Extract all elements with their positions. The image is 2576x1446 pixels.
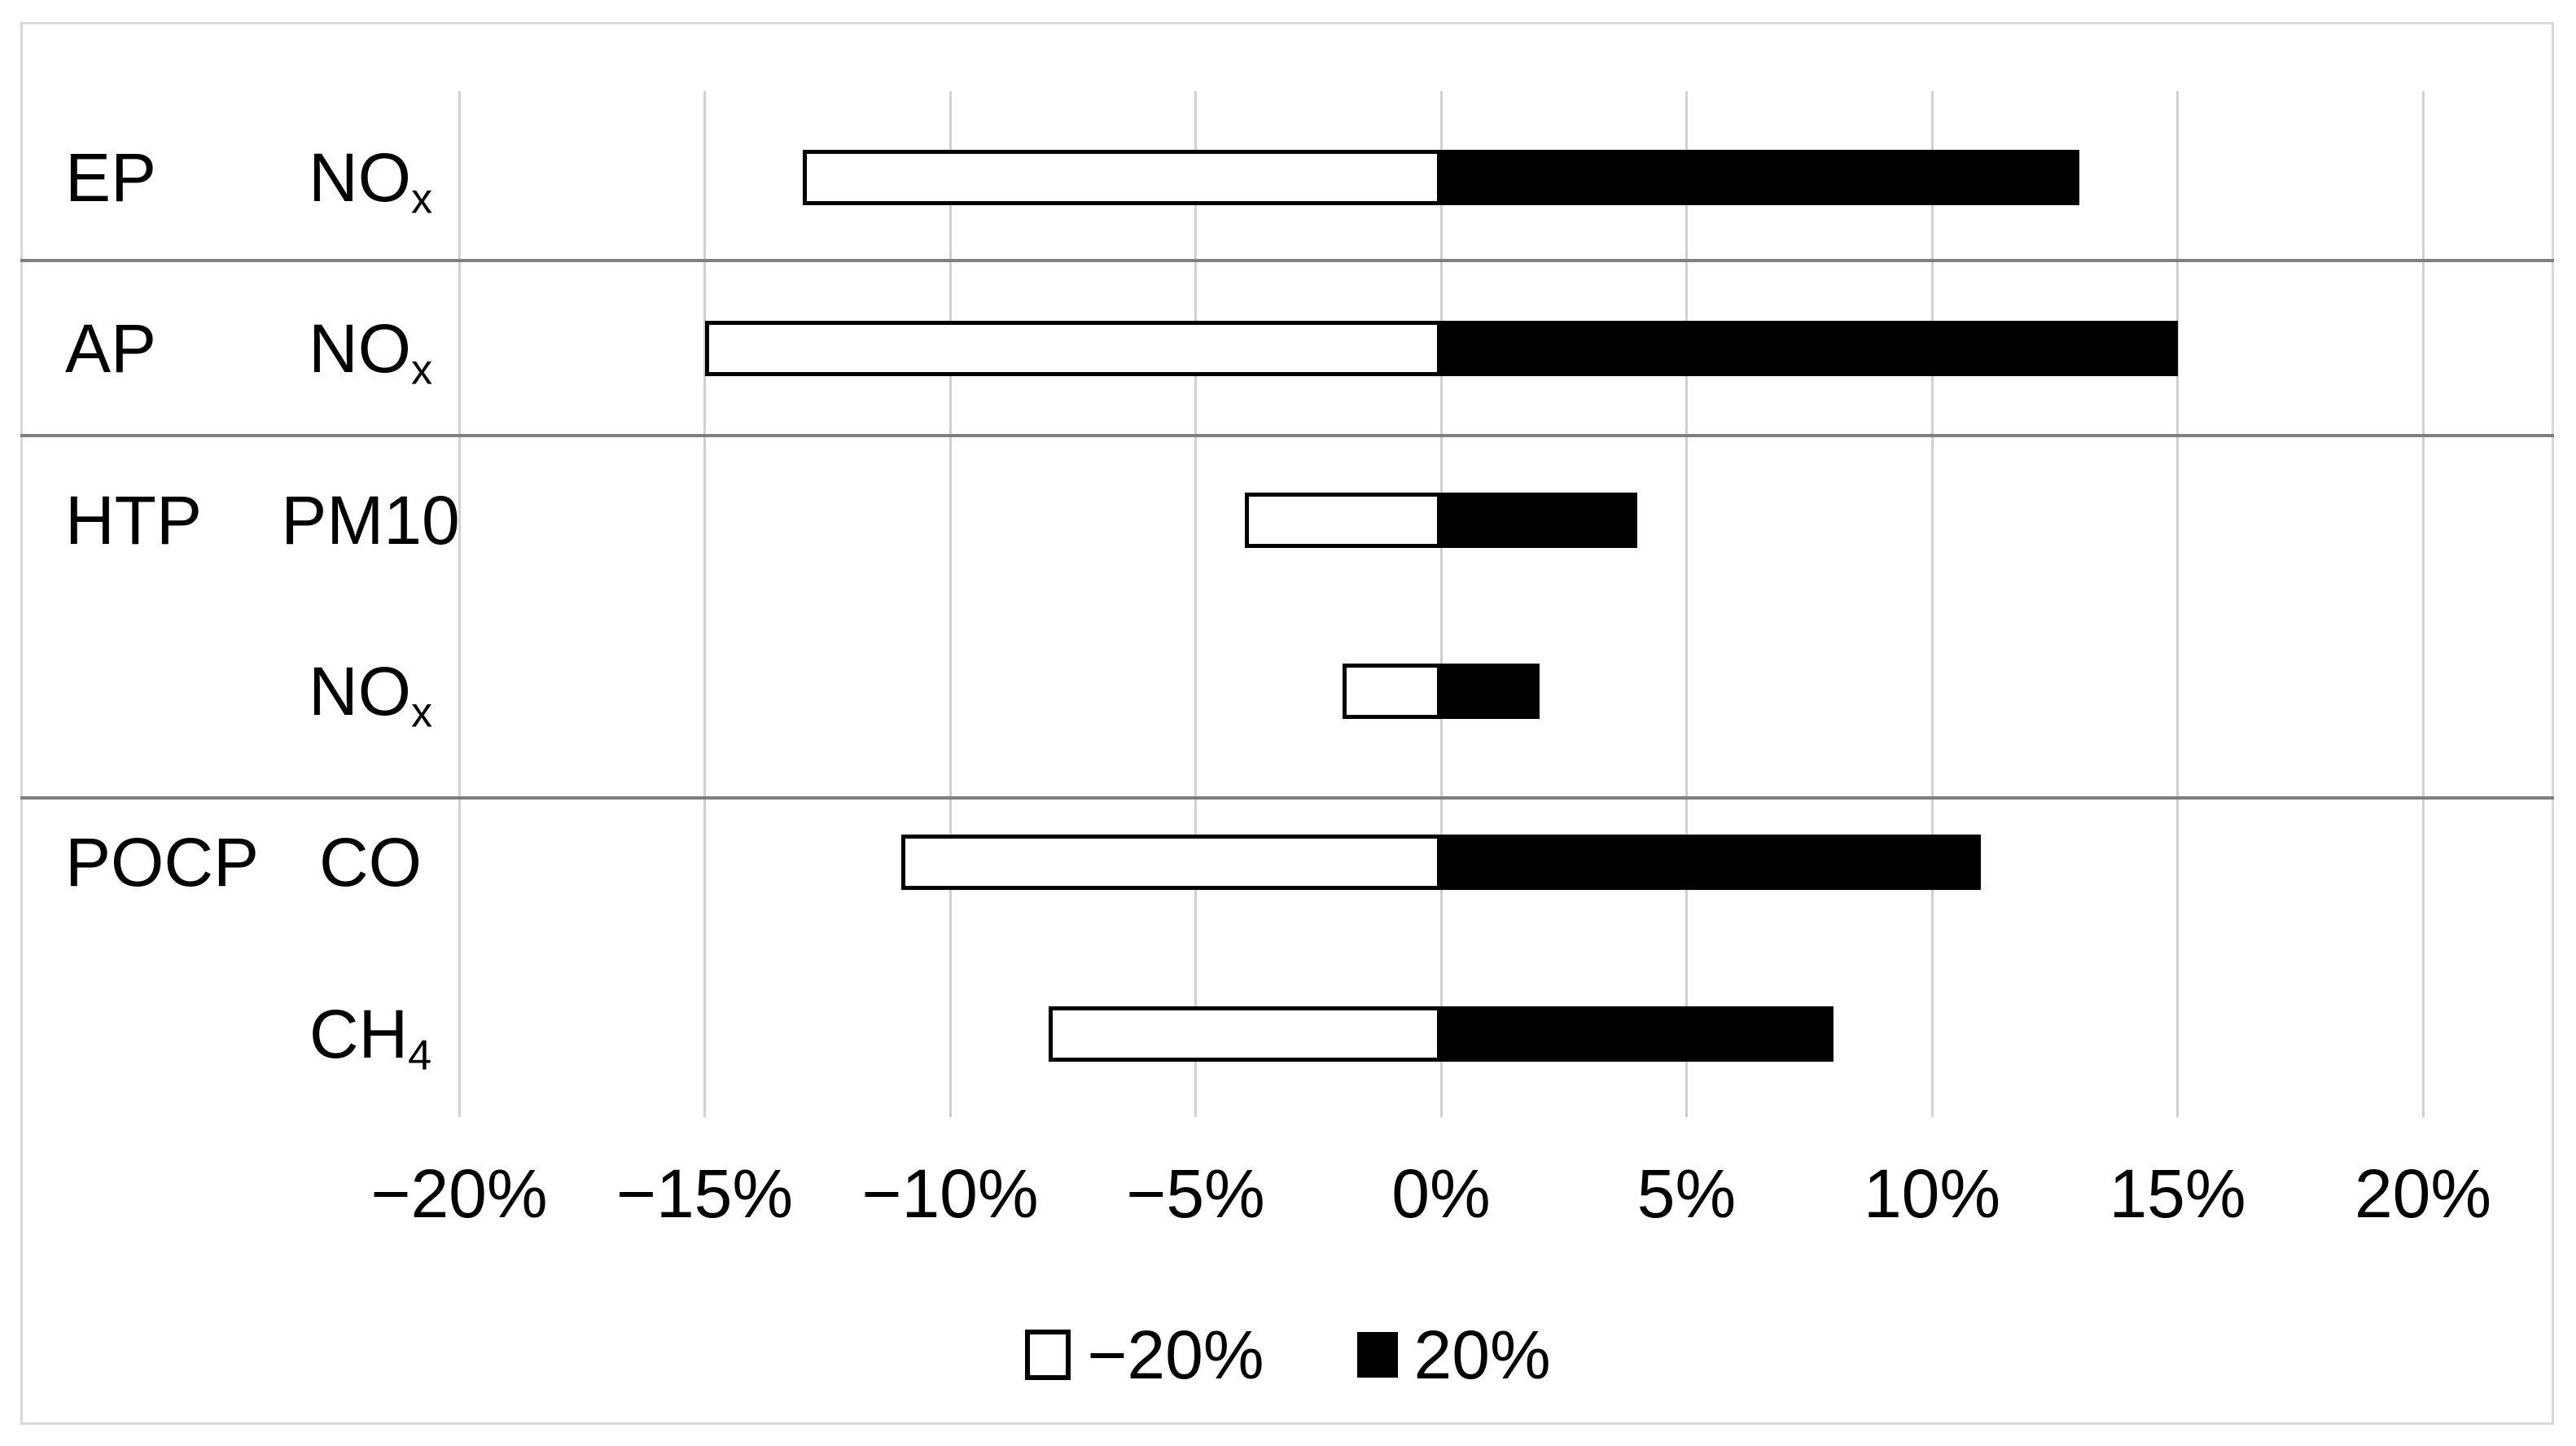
x-tick-label-5: 5% <box>1636 1155 1737 1232</box>
bar-plus20-AP-NOx <box>1441 321 2178 376</box>
substance-label-PM10: PM10 <box>281 482 460 559</box>
x-tick-label-10: 10% <box>1863 1155 2001 1232</box>
gridline-20 <box>2421 91 2425 1117</box>
gridline--10 <box>948 91 952 1117</box>
substance-label-NOx: NOx <box>308 310 433 394</box>
bar-plus20-HTP-PM10 <box>1441 493 1638 548</box>
bar-minus20-POCP-CO <box>900 835 1441 890</box>
chart-frame-border <box>20 22 2554 1425</box>
legend-swatch-white-icon <box>1025 1330 1071 1380</box>
legend-label: −20% <box>1087 1317 1264 1393</box>
gridline--15 <box>703 91 706 1117</box>
bar-minus20-group-CH4 <box>1048 1006 1441 1062</box>
group-separator-after-row-3 <box>20 796 2554 800</box>
x-tick-label--15: −15% <box>616 1155 794 1232</box>
substance-label-NOx: NOx <box>308 653 433 737</box>
x-tick-label--20: −20% <box>370 1155 548 1232</box>
x-tick-label-15: 15% <box>2109 1155 2246 1232</box>
group-label-POCP: POCP <box>65 824 260 900</box>
group-label-HTP: HTP <box>65 482 202 559</box>
gridline-0 <box>1439 91 1443 1117</box>
group-separator-after-row-0 <box>20 259 2554 262</box>
substance-subscript: x <box>410 175 433 223</box>
substance-label-CH4: CH4 <box>309 996 432 1080</box>
gridline--5 <box>1194 91 1197 1117</box>
legend-item-black: 20% <box>1356 1312 1551 1397</box>
group-separator-after-row-1 <box>20 434 2554 437</box>
gridline-10 <box>1930 91 1934 1117</box>
x-tick-label--5: −5% <box>1126 1155 1265 1232</box>
gridline--20 <box>458 91 461 1117</box>
legend-item-white: −20% <box>1025 1312 1264 1397</box>
group-label-EP: EP <box>65 139 157 216</box>
bar-plus20-POCP-CO <box>1441 835 1982 890</box>
substance-subscript: x <box>410 689 433 737</box>
substance-label-CO: CO <box>319 824 422 900</box>
legend-label: 20% <box>1413 1317 1551 1393</box>
bar-minus20-HTP-PM10 <box>1244 493 1441 548</box>
group-label-AP: AP <box>65 310 157 387</box>
x-tick-label-20: 20% <box>2354 1155 2492 1232</box>
x-tick-label--10: −10% <box>861 1155 1039 1232</box>
legend-swatch-black-icon <box>1356 1332 1398 1378</box>
legend: −20% 20% <box>0 1312 2576 1397</box>
substance-subscript: 4 <box>408 1032 432 1080</box>
substance-label-NOx: NOx <box>308 139 433 223</box>
gridline-15 <box>2176 91 2179 1117</box>
bar-plus20-group-NOx <box>1441 664 1540 719</box>
bar-minus20-AP-NOx <box>704 321 1441 376</box>
substance-subscript: x <box>410 346 433 394</box>
bar-plus20-EP-NOx <box>1441 150 2079 205</box>
bar-minus20-group-NOx <box>1343 664 1441 719</box>
x-tick-label-0: 0% <box>1391 1155 1491 1232</box>
gridline-5 <box>1685 91 1688 1117</box>
bar-plus20-group-CH4 <box>1441 1006 1834 1062</box>
bar-minus20-EP-NOx <box>803 150 1441 205</box>
